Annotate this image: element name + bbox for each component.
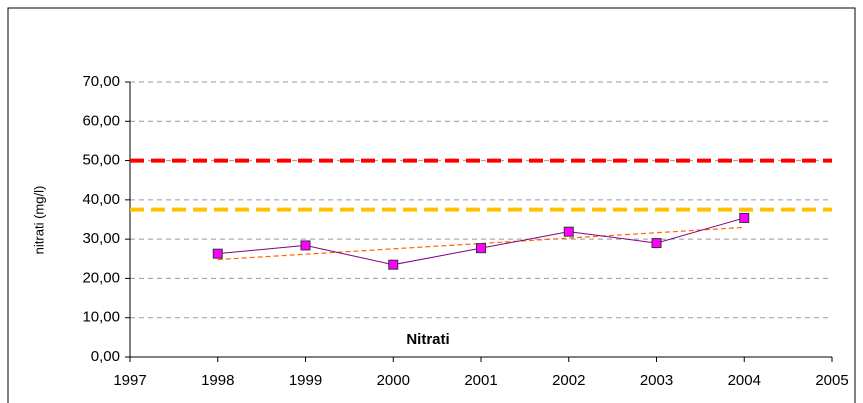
y-tick-label: 30,00	[82, 230, 120, 247]
x-tick-label: 2002	[552, 372, 585, 389]
x-tick-label: 1997	[113, 372, 146, 389]
data-point	[300, 240, 311, 251]
x-tick-label: 2005	[815, 372, 848, 389]
data-point	[563, 226, 574, 237]
data-point	[212, 248, 223, 259]
data-point	[388, 259, 399, 270]
data-point	[476, 243, 486, 254]
annotation: Nitrati	[406, 331, 449, 348]
x-tick-label: 2004	[728, 372, 761, 389]
x-tick-label: 2003	[640, 372, 673, 389]
x-tick-label: 2001	[464, 372, 497, 389]
y-tick-label: 40,00	[82, 191, 120, 208]
y-tick-label: 20,00	[82, 269, 120, 286]
y-tick-label: 50,00	[82, 152, 120, 169]
x-tick-label: 1999	[289, 372, 322, 389]
y-tick-label: 60,00	[82, 112, 120, 129]
y-tick-label: 0,00	[91, 348, 120, 365]
y-axis-label: nitrati (mg/l)	[31, 186, 46, 255]
y-tick-label: 70,00	[82, 73, 120, 90]
x-tick-label: 2000	[377, 372, 410, 389]
y-tick-label: 10,00	[82, 309, 120, 326]
x-tick-label: 1998	[201, 372, 234, 389]
data-point	[739, 212, 750, 223]
data-point	[651, 238, 662, 249]
chart-frame	[7, 7, 856, 403]
